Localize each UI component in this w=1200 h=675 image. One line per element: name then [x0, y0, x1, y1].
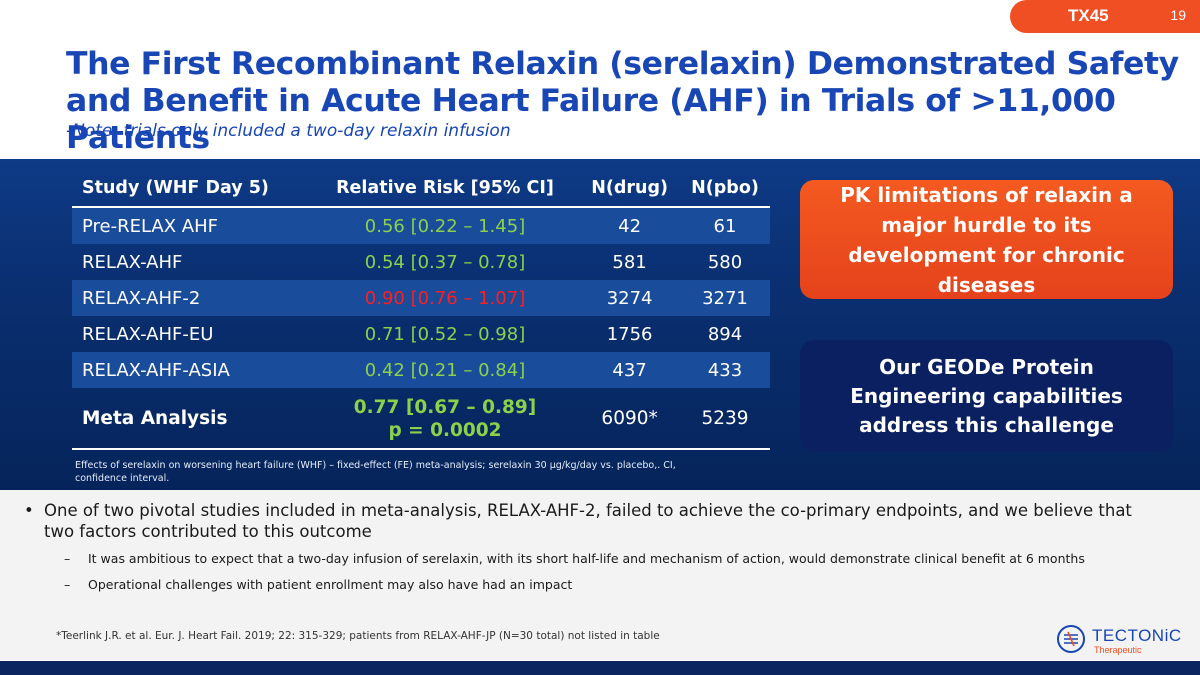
relative-risk: 0.42 [0.21 – 0.84] — [310, 352, 580, 388]
sub-bullet: – Operational challenges with patient en… — [64, 577, 572, 592]
table-row: RELAX-AHF-EU 0.71 [0.52 – 0.98] 1756 894 — [72, 316, 770, 352]
column-header-ndrug: N(drug) — [579, 170, 680, 208]
n-drug: 581 — [612, 251, 647, 273]
callout-text: Our GEODe Protein Engineering capabiliti… — [850, 354, 1123, 437]
meta-analysis-row: Meta Analysis 0.77 [0.67 – 0.89] p = 0.0… — [72, 388, 770, 450]
n-pbo: 3271 — [679, 280, 770, 316]
table-footnote: Effects of serelaxin on worsening heart … — [75, 460, 676, 484]
column-header-study: Study (WHF Day 5) — [72, 170, 311, 208]
logo-name: TECTONiC — [1092, 626, 1182, 645]
column-header-rr: Relative Risk [95% CI] — [310, 170, 580, 208]
study-name: RELAX-AHF-2 — [72, 280, 311, 316]
page-number: 19 — [1170, 7, 1186, 23]
column-header-npbo: N(pbo) — [679, 170, 770, 208]
n-pbo: 61 — [679, 207, 770, 244]
trial-table: Study (WHF Day 5) Relative Risk [95% CI]… — [72, 170, 770, 450]
n-drug: 42 — [579, 207, 680, 244]
sub-bullet-text: It was ambitious to expect that a two-da… — [88, 551, 1085, 566]
pk-limitations-callout: PK limitations of relaxin a major hurdle… — [800, 180, 1173, 299]
sub-bullet-text: Operational challenges with patient enro… — [88, 577, 573, 592]
relative-risk: 0.56 [0.22 – 1.45] — [310, 207, 580, 244]
section-code: TX45 — [1068, 6, 1109, 25]
reference-footnote: *Teerlink J.R. et al. Eur. J. Heart Fail… — [56, 630, 660, 642]
study-name: Meta Analysis — [72, 388, 311, 450]
study-name: RELAX-AHF — [82, 251, 183, 273]
dash-icon: – — [64, 577, 71, 592]
meta-rr-value: 0.77 [0.67 – 0.89] — [353, 397, 537, 418]
table-row: RELAX-AHF-2 0.90 [0.76 – 1.07] 3274 3271 — [72, 280, 770, 316]
n-drug: 3274 — [579, 280, 680, 316]
slide-subtitle: -Note: trials only included a two-day re… — [66, 121, 511, 141]
section-tag: TX45 19 — [1010, 0, 1200, 33]
relative-risk: 0.71 [0.52 – 0.98] — [364, 323, 526, 345]
bullet-main: • One of two pivotal studies included in… — [24, 500, 1164, 542]
tectonic-logo-icon — [1057, 625, 1085, 653]
relative-risk: 0.90 [0.76 – 1.07] — [310, 280, 580, 316]
study-name: RELAX-AHF-EU — [82, 323, 214, 345]
callout-text: PK limitations of relaxin a major hurdle… — [840, 182, 1133, 297]
bullet-icon: • — [24, 501, 34, 520]
bullet-text: One of two pivotal studies included in m… — [44, 501, 1132, 541]
n-drug: 1756 — [606, 323, 653, 345]
meta-p-value: p = 0.0002 — [388, 420, 502, 441]
bullets-area — [0, 490, 1200, 660]
n-drug: 437 — [579, 352, 680, 388]
table-header-row: Study (WHF Day 5) Relative Risk [95% CI]… — [72, 170, 770, 208]
company-logo: TECTONiC Therapeutic — [1056, 624, 1186, 660]
n-pbo: 5239 — [679, 388, 770, 450]
table-row: Pre-RELAX AHF 0.56 [0.22 – 1.45] 42 61 — [72, 207, 770, 244]
geode-callout: Our GEODe Protein Engineering capabiliti… — [800, 340, 1173, 452]
n-drug: 6090* — [579, 388, 680, 450]
bottom-bar — [0, 661, 1200, 675]
n-pbo: 580 — [707, 251, 743, 273]
relative-risk: 0.54 [0.37 – 0.78] — [364, 251, 526, 273]
logo-subtitle: Therapeutic — [1094, 645, 1142, 655]
n-pbo: 433 — [679, 352, 770, 388]
table-row: RELAX-AHF-ASIA 0.42 [0.21 – 0.84] 437 43… — [72, 352, 770, 388]
study-name: RELAX-AHF-ASIA — [72, 352, 311, 388]
relative-risk-meta: 0.77 [0.67 – 0.89] p = 0.0002 — [310, 388, 580, 450]
table-row: RELAX-AHF 0.54 [0.37 – 0.78] 581 580 — [72, 244, 770, 280]
n-pbo: 894 — [707, 323, 743, 345]
study-name: Pre-RELAX AHF — [72, 207, 311, 244]
slide-title: The First Recombinant Relaxin (serelaxin… — [66, 46, 1179, 156]
sub-bullet: – It was ambitious to expect that a two-… — [64, 551, 1085, 566]
dash-icon: – — [64, 551, 71, 566]
